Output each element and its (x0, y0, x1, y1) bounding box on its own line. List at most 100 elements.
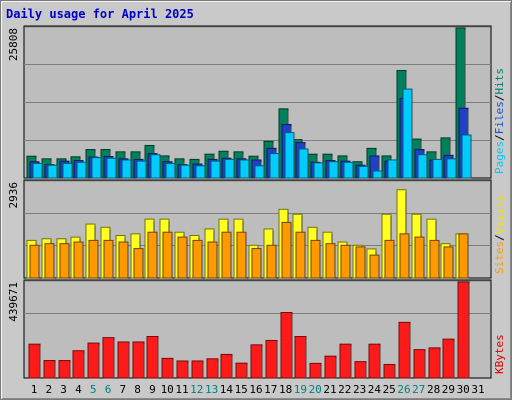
bar (210, 160, 221, 179)
bar (47, 164, 58, 179)
bar (414, 236, 425, 279)
x-tick-label: 14 (220, 383, 234, 396)
bar (310, 239, 321, 279)
legend-entry: / (493, 95, 506, 102)
x-tick-label: 3 (60, 383, 67, 396)
legend-entry: Sites (493, 241, 506, 274)
bar (446, 158, 457, 179)
bar (432, 158, 443, 179)
x-tick-label: 18 (279, 383, 292, 396)
bar (369, 254, 380, 279)
bar (162, 231, 173, 279)
bar (458, 233, 469, 279)
bar (177, 236, 188, 279)
bar (372, 170, 383, 179)
bar (106, 157, 117, 179)
bar (284, 132, 295, 179)
bar (180, 164, 191, 179)
bar (150, 154, 161, 179)
bar (220, 353, 233, 379)
bar (117, 341, 130, 379)
y-max-label: 2936 (7, 182, 20, 209)
bar (206, 358, 219, 379)
bar (384, 239, 395, 279)
x-tick-label: 8 (134, 383, 141, 396)
x-tick-label: 26 (397, 383, 410, 396)
bar (250, 344, 263, 379)
bar (44, 243, 55, 279)
x-tick-label: 19 (294, 383, 307, 396)
bar (281, 221, 292, 279)
x-tick-label: 31 (471, 383, 484, 396)
x-tick-label: 13 (205, 383, 218, 396)
bar (58, 360, 71, 379)
x-tick-label: 9 (149, 383, 156, 396)
bar (324, 355, 337, 379)
bar (309, 362, 322, 379)
bar (457, 281, 470, 379)
bar (325, 243, 336, 279)
bar (118, 241, 129, 279)
x-tick-label: 24 (368, 383, 382, 396)
panel-legend: Pages/Files/Hits (493, 68, 506, 174)
bar (354, 361, 367, 379)
bar (62, 162, 73, 179)
bar (43, 360, 56, 379)
bar (87, 342, 100, 379)
chart-title: Daily usage for April 2025 (6, 7, 194, 21)
bar (102, 337, 115, 379)
x-tick-label: 16 (249, 383, 262, 396)
x-tick-label: 10 (161, 383, 174, 396)
bar (413, 349, 426, 379)
bar (28, 343, 41, 379)
bar (339, 343, 352, 379)
bar (236, 231, 247, 279)
bar (251, 248, 262, 279)
legend-entry: Pages (493, 141, 506, 174)
bar (443, 246, 454, 279)
x-tick-label: 4 (75, 383, 82, 396)
x-tick-label: 23 (353, 383, 366, 396)
bar (298, 148, 309, 179)
x-tick-label: 29 (442, 383, 455, 396)
bar (32, 162, 43, 179)
bar (266, 244, 277, 279)
x-tick-label: 27 (412, 383, 425, 396)
bar (103, 239, 114, 279)
bar (192, 239, 203, 279)
bar (239, 159, 250, 179)
bar (461, 134, 472, 179)
bar (358, 165, 369, 179)
bar (355, 246, 366, 279)
bar (235, 362, 248, 379)
x-tick-label: 12 (190, 383, 203, 396)
bar (195, 165, 206, 179)
bar (428, 347, 441, 379)
bar (383, 363, 396, 379)
bar (387, 159, 398, 179)
bar (91, 157, 102, 179)
x-tick-label: 11 (175, 383, 188, 396)
bar (72, 350, 85, 379)
bar (191, 360, 204, 379)
bar (313, 162, 324, 179)
panel-legend: Sites/Visits (493, 195, 506, 275)
bar (399, 233, 410, 279)
bar (165, 162, 176, 179)
y-max-label: 439671 (7, 282, 20, 322)
bar (224, 158, 235, 179)
x-tick-label: 6 (105, 383, 112, 396)
bar (429, 239, 440, 279)
x-tick-label: 1 (31, 383, 38, 396)
bar (76, 161, 87, 179)
x-tick-label: 15 (235, 383, 248, 396)
bar (254, 165, 265, 179)
bar (29, 244, 40, 279)
bar (132, 341, 145, 379)
legend-entry: KBytes (493, 334, 506, 374)
bar (133, 248, 144, 279)
bar (340, 244, 351, 279)
bar (146, 336, 159, 379)
x-tick-label: 2 (45, 383, 52, 396)
